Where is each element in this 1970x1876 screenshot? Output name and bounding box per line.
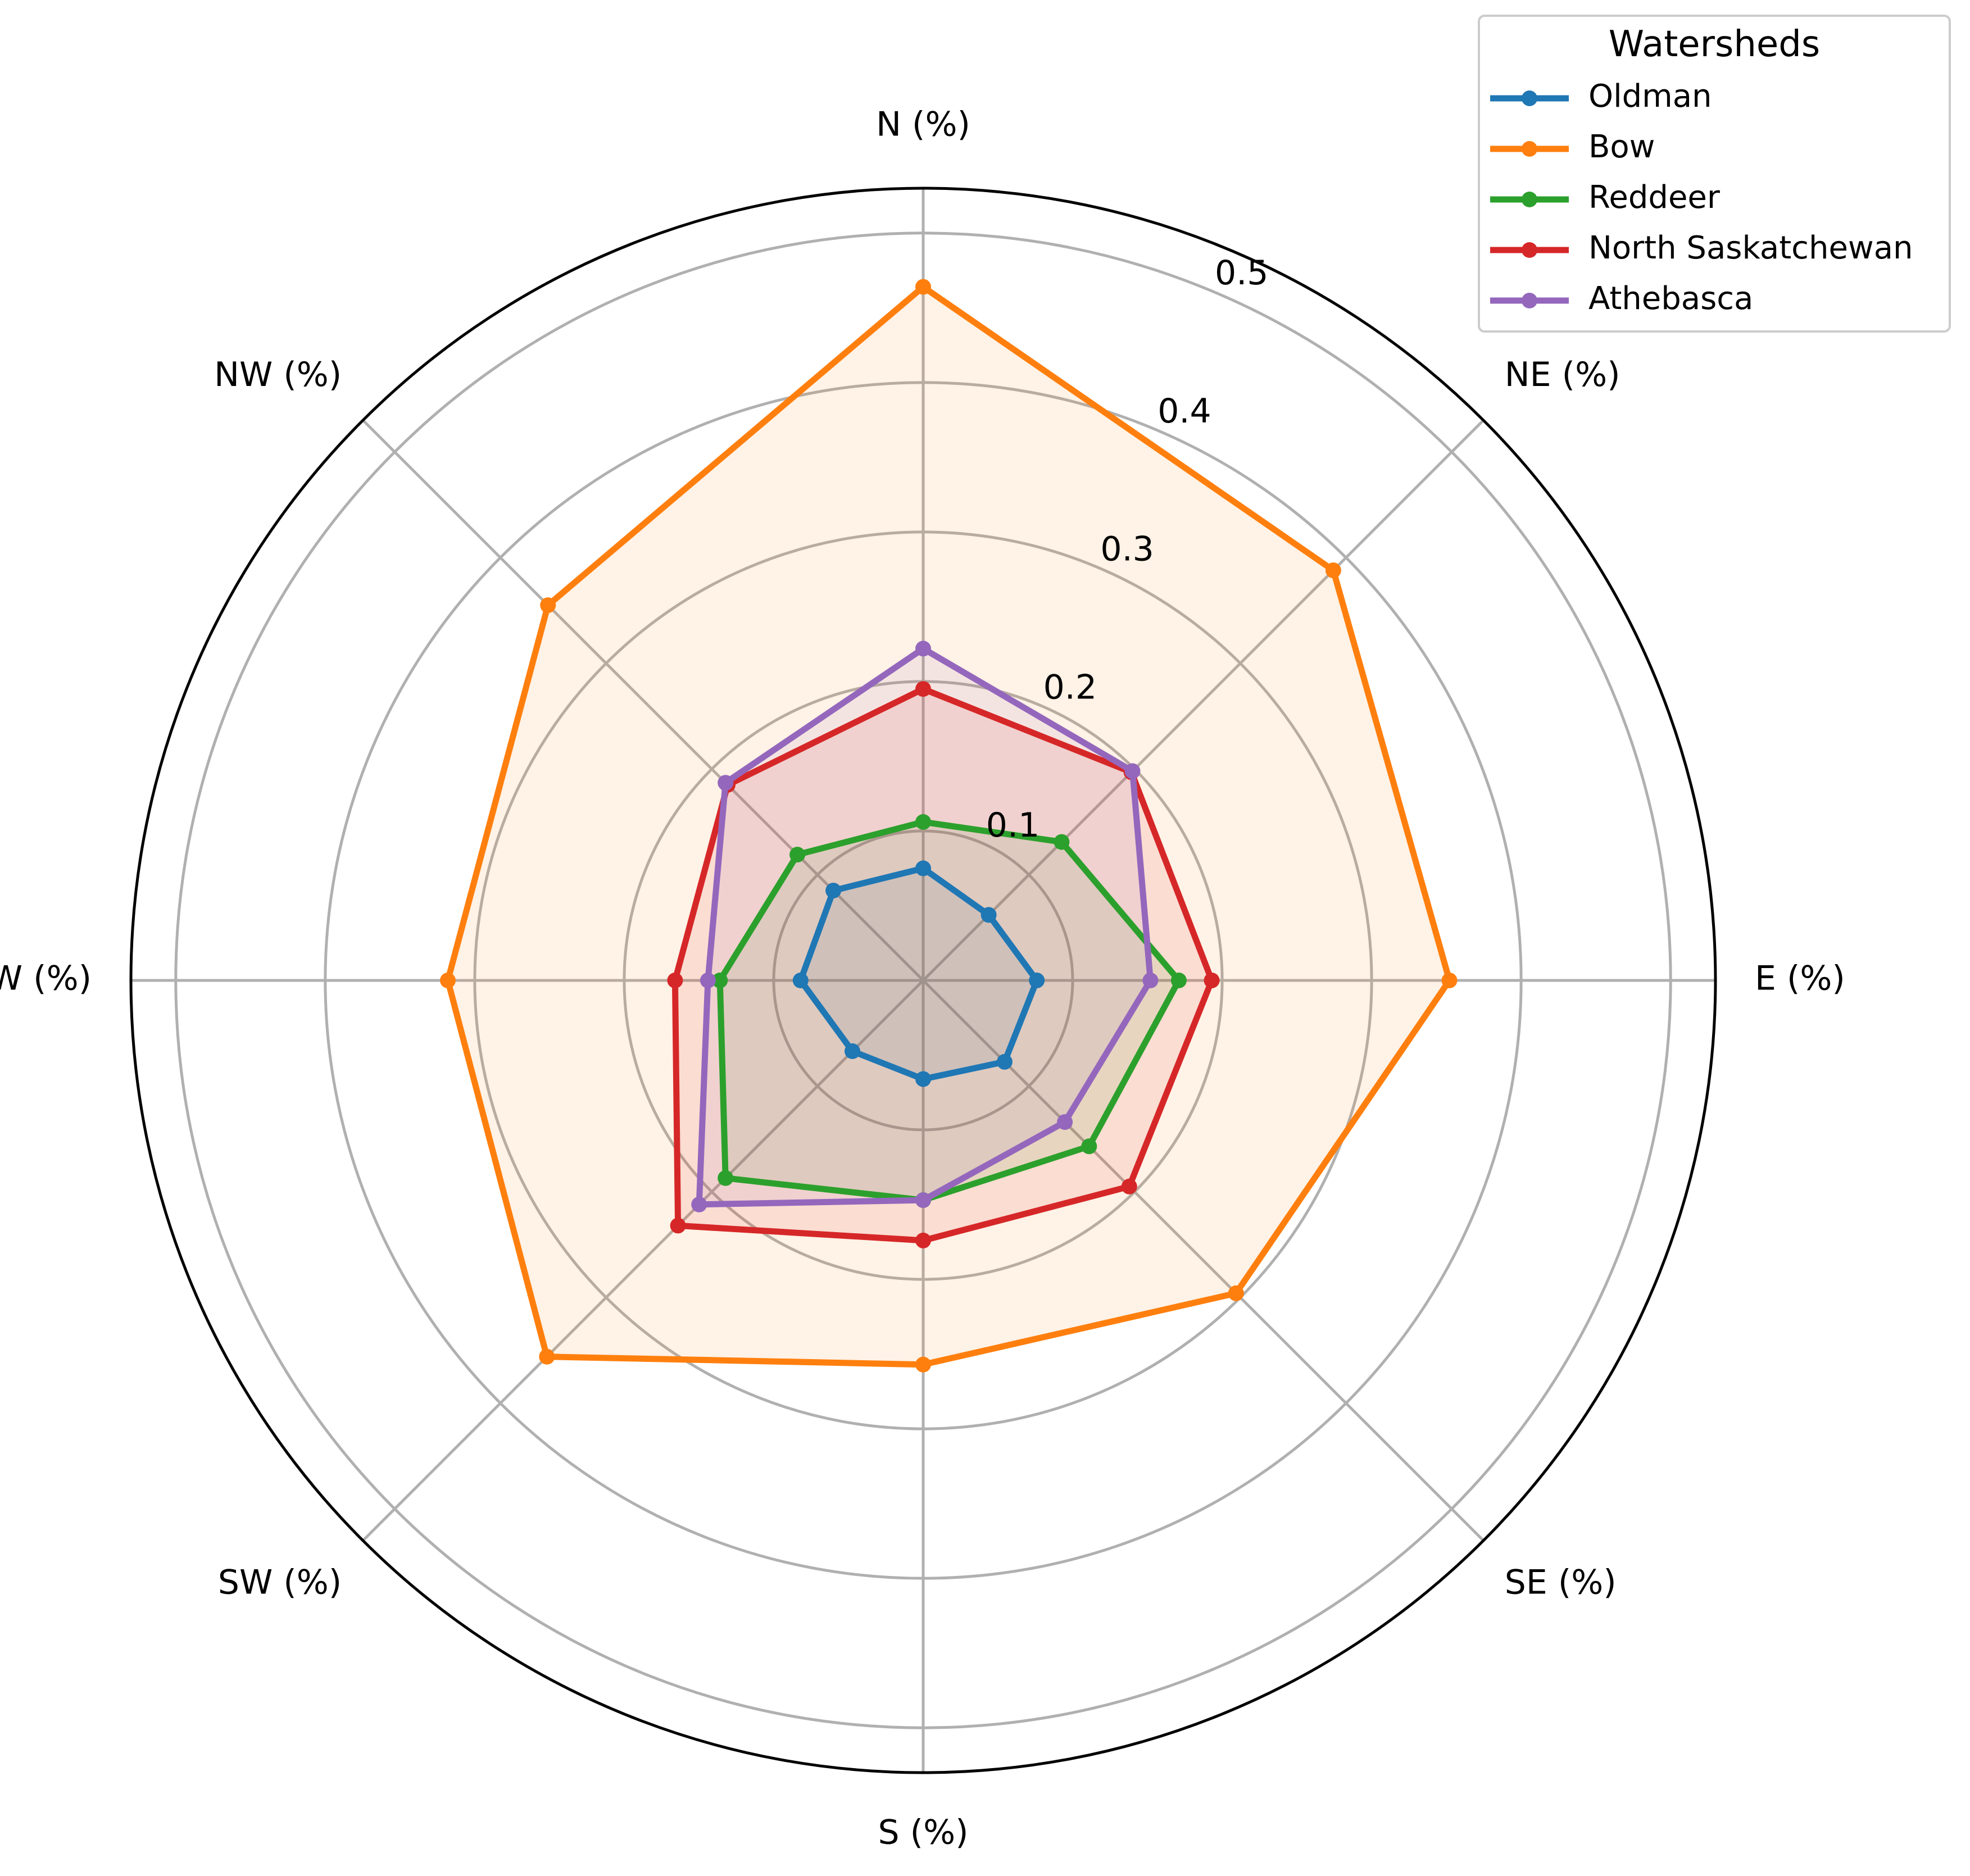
data-point-north-saskatchewan-5	[915, 1232, 931, 1248]
data-point-oldman-2	[981, 907, 997, 923]
legend-frame	[1478, 15, 1951, 333]
data-point-reddeer-2	[1054, 834, 1070, 850]
legend-swatch-marker-bow	[1522, 141, 1537, 157]
radial-tick-label-5: 0.5	[1215, 253, 1268, 293]
data-point-north-saskatchewan-1	[915, 681, 931, 697]
data-point-reddeer-1	[915, 814, 931, 830]
data-point-bow-1	[915, 279, 931, 295]
data-point-reddeer-7	[712, 973, 728, 988]
data-point-reddeer-6	[718, 1170, 734, 1186]
data-point-bow-7	[440, 973, 456, 988]
data-point-bow-6	[539, 1348, 555, 1365]
category-label-s: S (%)	[878, 1813, 969, 1852]
grid-spoke-2	[922, 419, 1485, 982]
category-label-se: SE (%)	[1505, 1562, 1617, 1602]
outer-frame	[129, 187, 1717, 1774]
series-fill-athebasca	[699, 648, 1151, 1205]
data-point-bow-8	[540, 597, 556, 614]
legend-label-bow: Bow	[1588, 129, 1655, 165]
legend-label-north-saskatchewan: North Saskatchewan	[1588, 230, 1913, 266]
legend-title: Watersheds	[1609, 24, 1820, 65]
grid-spoke-6	[362, 979, 924, 1542]
data-point-athebasca-3	[1142, 973, 1159, 988]
data-point-bow-4	[1228, 1285, 1244, 1301]
data-point-north-saskatchewan-7	[667, 973, 683, 988]
legend-swatch-marker-reddeer	[1522, 192, 1537, 207]
radial-tick-labels: 0.1 0.2 0.3 0.4 0.5	[986, 253, 1269, 845]
data-point-oldman-8	[825, 883, 842, 899]
radial-tick-label-2: 0.2	[1043, 667, 1097, 707]
category-label-w: W (%)	[0, 959, 92, 998]
grid-spoke-4	[922, 979, 1485, 1542]
data-point-oldman-3	[1029, 973, 1045, 988]
legend-swatch-marker-athebasca	[1522, 293, 1537, 308]
data-point-north-saskatchewan-3	[1204, 973, 1220, 988]
category-label-e: E (%)	[1755, 959, 1845, 998]
data-point-athebasca-1	[915, 641, 931, 657]
legend-label-oldman: Oldman	[1588, 78, 1712, 115]
radial-tick-label-1: 0.1	[986, 806, 1040, 845]
category-labels: N (%) NE (%) E (%) SE (%) S (%) SW (%) W (%) NW…	[0, 105, 1845, 1852]
category-label-nw: NW (%)	[214, 355, 342, 394]
data-point-reddeer-4	[1081, 1138, 1097, 1155]
category-label-ne: NE (%)	[1505, 355, 1621, 394]
data-point-oldman-1	[915, 860, 931, 876]
legend-label-reddeer: Reddeer	[1588, 179, 1721, 216]
category-label-sw: SW (%)	[218, 1562, 342, 1602]
data-point-oldman-7	[792, 973, 809, 988]
series-lines	[440, 279, 1458, 1373]
data-point-bow-2	[1325, 562, 1341, 579]
radial-tick-label-4: 0.4	[1158, 392, 1211, 431]
legend-swatch-marker-oldman	[1522, 90, 1537, 106]
data-point-athebasca-6	[691, 1196, 707, 1212]
data-point-bow-5	[915, 1356, 931, 1373]
data-point-bow-3	[1441, 973, 1458, 988]
legend: Watersheds Oldman Bow Reddeer North Saskatc…	[1478, 15, 1951, 333]
data-point-athebasca-8	[718, 775, 734, 791]
data-point-athebasca-4	[1057, 1114, 1073, 1130]
data-point-north-saskatchewan-6	[670, 1218, 686, 1234]
data-point-oldman-6	[845, 1043, 860, 1059]
data-point-oldman-5	[915, 1071, 931, 1087]
series-fill-oldman	[800, 868, 1037, 1079]
legend-label-athebasca: Athebasca	[1588, 280, 1753, 317]
radial-tick-label-3: 0.3	[1100, 530, 1154, 569]
data-point-oldman-4	[996, 1053, 1013, 1070]
legend-swatch-marker-north-saskatchewan	[1522, 242, 1537, 258]
data-point-athebasca-2	[1124, 763, 1141, 779]
legend-items: Oldman Bow Reddeer North Saskatchewan Atheba…	[1490, 78, 1913, 317]
data-point-athebasca-7	[700, 973, 716, 988]
series-fills	[448, 287, 1450, 1365]
data-point-athebasca-5	[915, 1192, 931, 1209]
series-fill-reddeer	[720, 822, 1179, 1201]
data-point-reddeer-3	[1170, 973, 1187, 988]
category-label-n: N (%)	[876, 105, 970, 144]
data-point-north-saskatchewan-4	[1121, 1178, 1137, 1194]
data-point-reddeer-8	[789, 847, 806, 863]
